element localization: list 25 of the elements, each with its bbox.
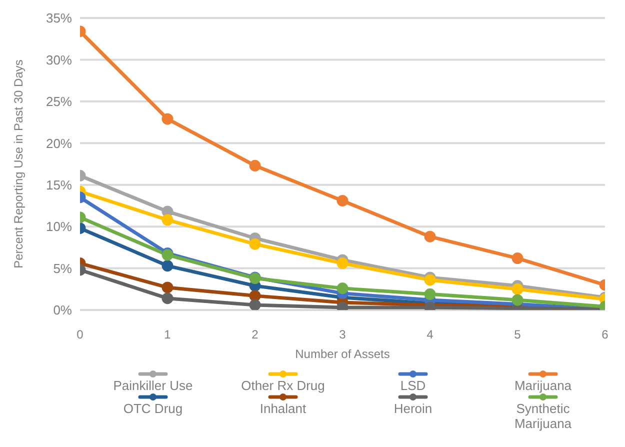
y-tick-label: 20% <box>46 136 72 151</box>
y-tick-label: 15% <box>46 177 72 192</box>
legend-label: Inhalant <box>258 401 308 416</box>
y-tick-label: 25% <box>46 94 72 110</box>
legend-label: Painkiller Use <box>112 378 194 393</box>
y-tick-label: 35% <box>46 10 72 26</box>
y-tick-label: 30% <box>46 52 72 68</box>
legend-label: Marijuana <box>513 378 573 393</box>
legend-label: OTC Drug <box>122 401 184 416</box>
y-axis-title: Percent Reporting Use in Past 30 Days <box>11 60 26 268</box>
x-tick-label: 0 <box>76 328 84 342</box>
x-tick-label: 1 <box>164 328 172 342</box>
legend-label: Heroin <box>392 401 434 416</box>
y-tick-label: 10% <box>46 219 72 234</box>
x-tick-label: 4 <box>426 328 434 342</box>
x-tick-label: 3 <box>339 328 346 342</box>
legend-label: LSD <box>399 378 427 393</box>
x-tick-label: 5 <box>514 328 522 342</box>
x-tick-label: 2 <box>252 328 259 342</box>
y-tick-label: 0% <box>53 302 72 318</box>
x-tick-label: 6 <box>602 328 609 342</box>
x-axis-title: Number of Assets <box>295 347 390 361</box>
legend-label: Synthetic Marijuana <box>513 401 573 431</box>
legend-label: Other Rx Drug <box>240 378 326 393</box>
y-tick-label: 5% <box>53 260 72 276</box>
